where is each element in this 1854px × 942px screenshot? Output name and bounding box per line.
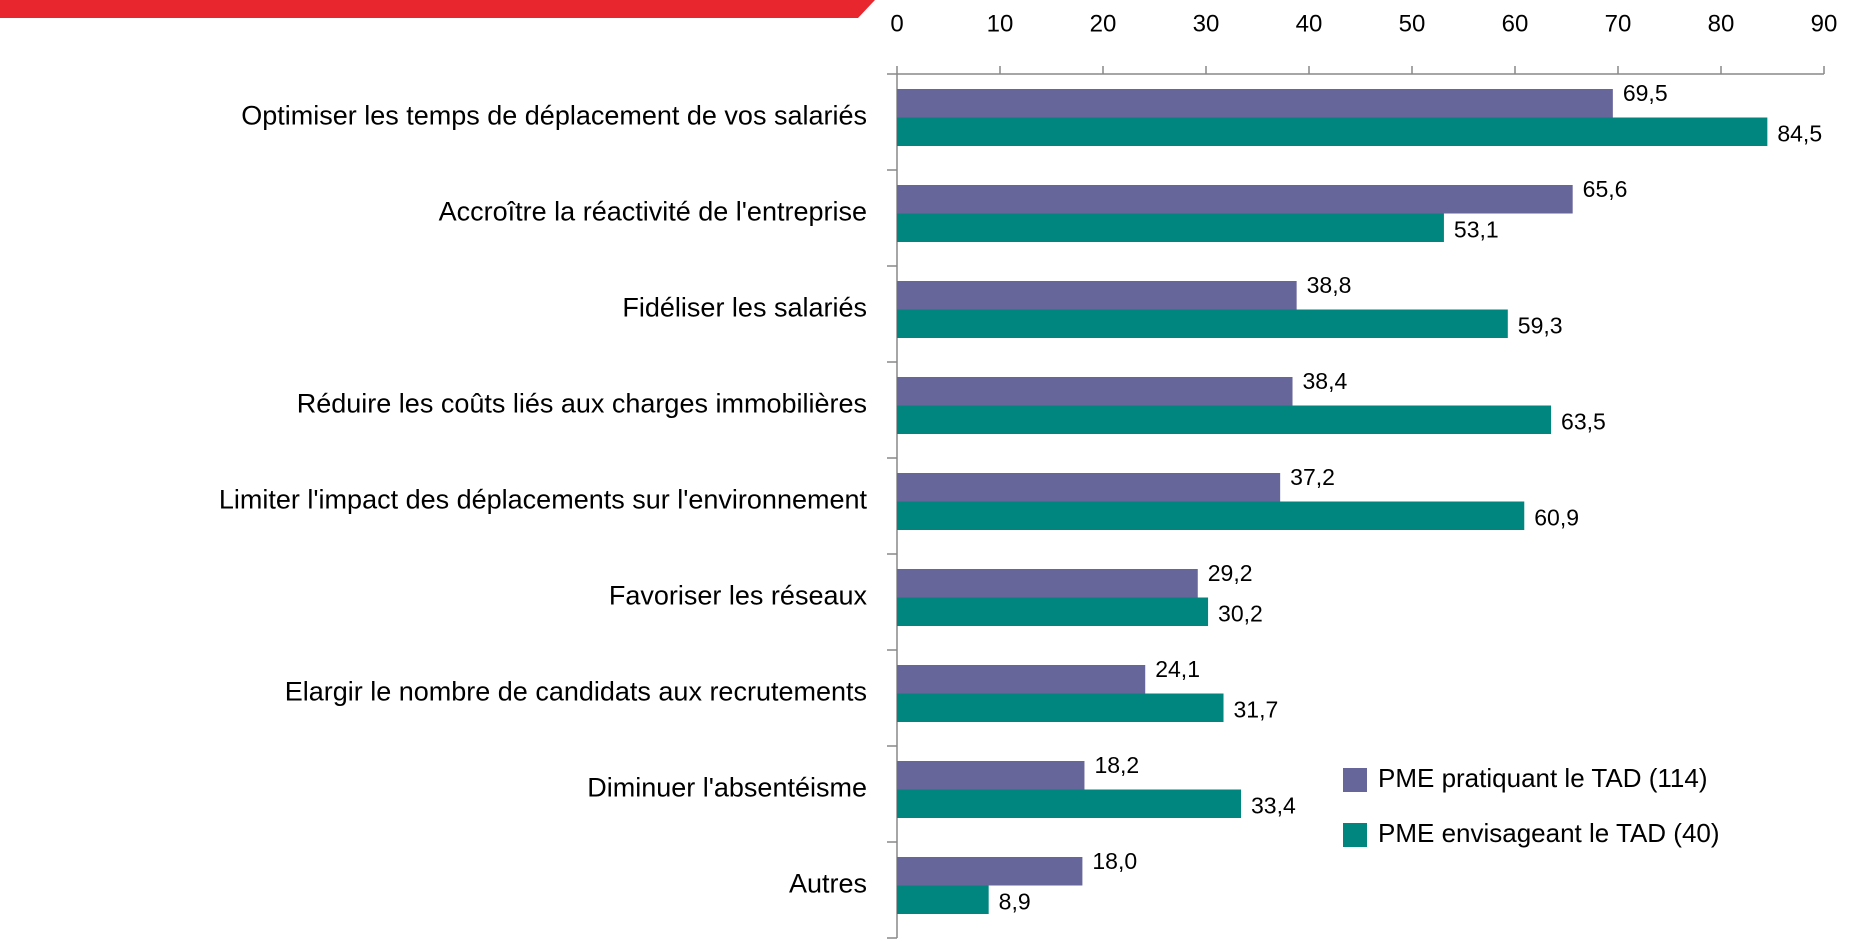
bar xyxy=(897,185,1573,214)
bar xyxy=(897,789,1242,818)
category-label: Favoriser les réseaux xyxy=(609,581,868,611)
value-label: 8,9 xyxy=(999,889,1031,915)
x-tick-label: 90 xyxy=(1811,10,1838,37)
bar xyxy=(897,281,1297,310)
legend-swatch xyxy=(1343,768,1367,792)
bar xyxy=(897,89,1613,118)
bar xyxy=(897,857,1083,886)
value-label: 63,5 xyxy=(1561,409,1606,435)
bar xyxy=(897,117,1768,146)
x-tick-label: 70 xyxy=(1605,10,1632,37)
value-label: 18,0 xyxy=(1092,848,1137,874)
bar xyxy=(897,569,1198,598)
x-tick-label: 30 xyxy=(1193,10,1220,37)
x-tick-label: 0 xyxy=(890,10,903,37)
category-label: Optimiser les temps de déplacement de vo… xyxy=(241,101,867,131)
x-tick-label: 40 xyxy=(1296,10,1323,37)
category-label: Elargir le nombre de candidats aux recru… xyxy=(285,677,867,707)
value-label: 29,2 xyxy=(1208,560,1253,586)
bar xyxy=(897,309,1508,338)
x-tick-label: 20 xyxy=(1090,10,1117,37)
bar xyxy=(897,377,1293,406)
value-label: 31,7 xyxy=(1234,697,1279,723)
value-label: 30,2 xyxy=(1218,601,1263,627)
category-label: Autres xyxy=(789,869,867,899)
legend-label: PME pratiquant le TAD (114) xyxy=(1378,763,1707,793)
x-tick-label: 50 xyxy=(1399,10,1426,37)
value-label: 84,5 xyxy=(1777,121,1822,147)
bar xyxy=(897,885,989,914)
header-band xyxy=(0,0,875,18)
value-label: 33,4 xyxy=(1251,793,1296,819)
bar xyxy=(897,501,1525,530)
category-label: Limiter l'impact des déplacements sur l'… xyxy=(219,485,868,515)
value-label: 37,2 xyxy=(1290,464,1335,490)
category-label: Diminuer l'absentéisme xyxy=(587,773,867,803)
value-label: 69,5 xyxy=(1623,80,1668,106)
bar xyxy=(897,665,1146,694)
category-label: Réduire les coûts liés aux charges immob… xyxy=(297,389,867,419)
value-label: 24,1 xyxy=(1155,656,1200,682)
value-label: 38,4 xyxy=(1303,368,1348,394)
bar xyxy=(897,405,1552,434)
bar xyxy=(897,597,1209,626)
legend-swatch xyxy=(1343,823,1367,847)
value-label: 65,6 xyxy=(1583,176,1628,202)
bar xyxy=(897,473,1281,502)
x-tick-label: 10 xyxy=(987,10,1014,37)
x-tick-label: 80 xyxy=(1708,10,1735,37)
bar xyxy=(897,761,1085,790)
value-label: 38,8 xyxy=(1307,272,1352,298)
value-label: 59,3 xyxy=(1518,313,1563,339)
x-tick-label: 60 xyxy=(1502,10,1529,37)
legend-label: PME envisageant le TAD (40) xyxy=(1378,818,1720,848)
value-label: 60,9 xyxy=(1534,505,1579,531)
bar xyxy=(897,213,1444,242)
value-label: 18,2 xyxy=(1094,752,1139,778)
value-label: 53,1 xyxy=(1454,217,1499,243)
category-label: Fidéliser les salariés xyxy=(622,293,867,323)
category-label: Accroître la réactivité de l'entreprise xyxy=(439,197,867,227)
bar xyxy=(897,693,1224,722)
